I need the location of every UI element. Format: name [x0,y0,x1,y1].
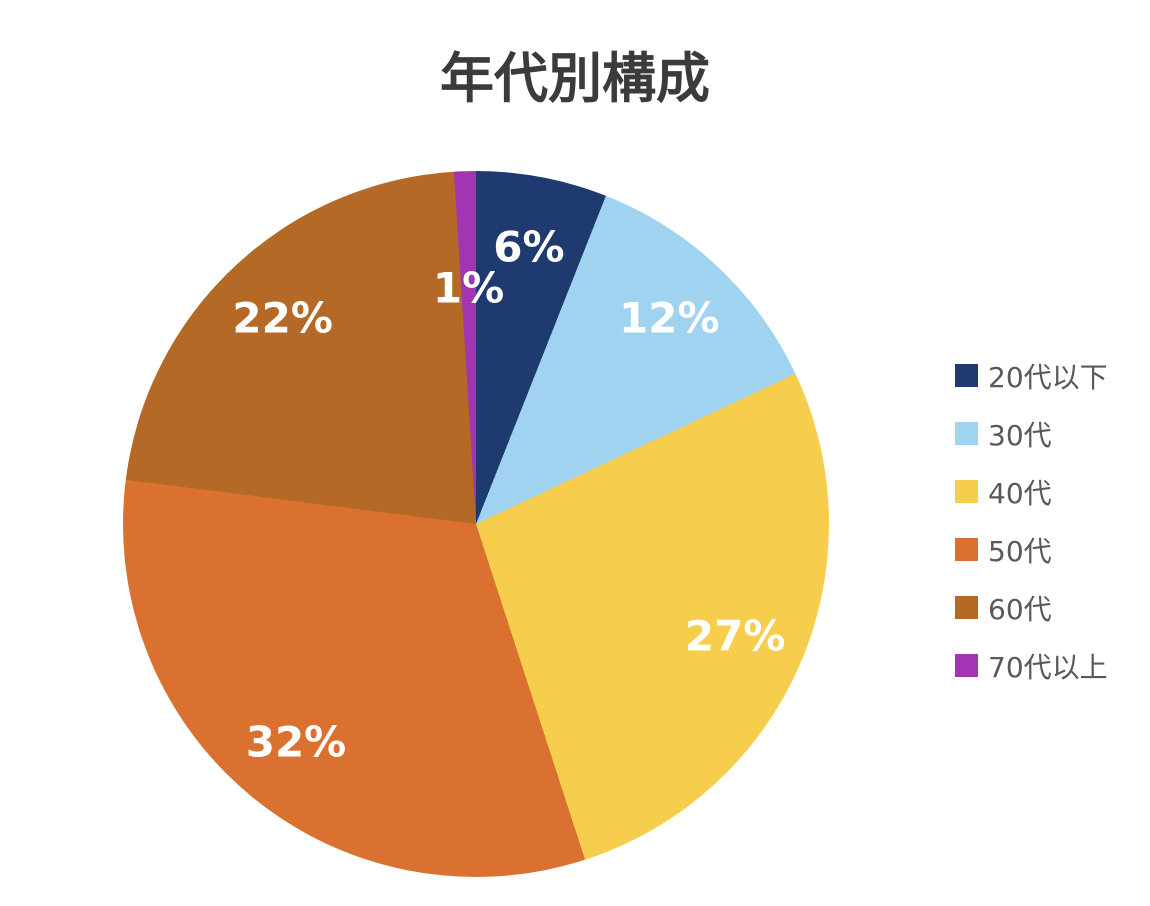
legend-item: 40代 [955,475,1108,510]
legend-swatch [955,654,978,677]
legend-swatch [955,422,978,445]
legend-swatch [955,596,978,619]
legend-item: 20代以下 [955,359,1108,394]
slice-label: 6% [493,222,565,272]
slice-label: 32% [245,717,347,767]
legend-item: 60代 [955,591,1108,626]
slice-label: 1% [432,263,505,313]
legend-swatch [955,538,978,561]
legend-label: 70代以上 [988,650,1108,684]
legend-label: 30代 [988,418,1052,452]
legend-label: 20代以下 [988,360,1108,394]
legend-swatch [955,364,978,387]
legend: 20代以下 30代 40代 50代 60代 70代以上 [955,359,1108,684]
legend-swatch [955,480,978,503]
slice-label: 27% [684,611,786,661]
legend-label: 50代 [988,534,1052,568]
legend-label: 40代 [988,476,1052,510]
legend-item: 50代 [955,533,1108,568]
pie-chart: 6% 12% 27% 32% 22% 1% [123,171,829,877]
slice-label: 22% [232,293,333,343]
legend-item: 30代 [955,417,1108,452]
slice-label: 12% [619,293,720,343]
legend-label: 60代 [988,592,1052,626]
chart-title: 年代別構成 [440,47,710,110]
legend-item: 70代以上 [955,649,1108,684]
